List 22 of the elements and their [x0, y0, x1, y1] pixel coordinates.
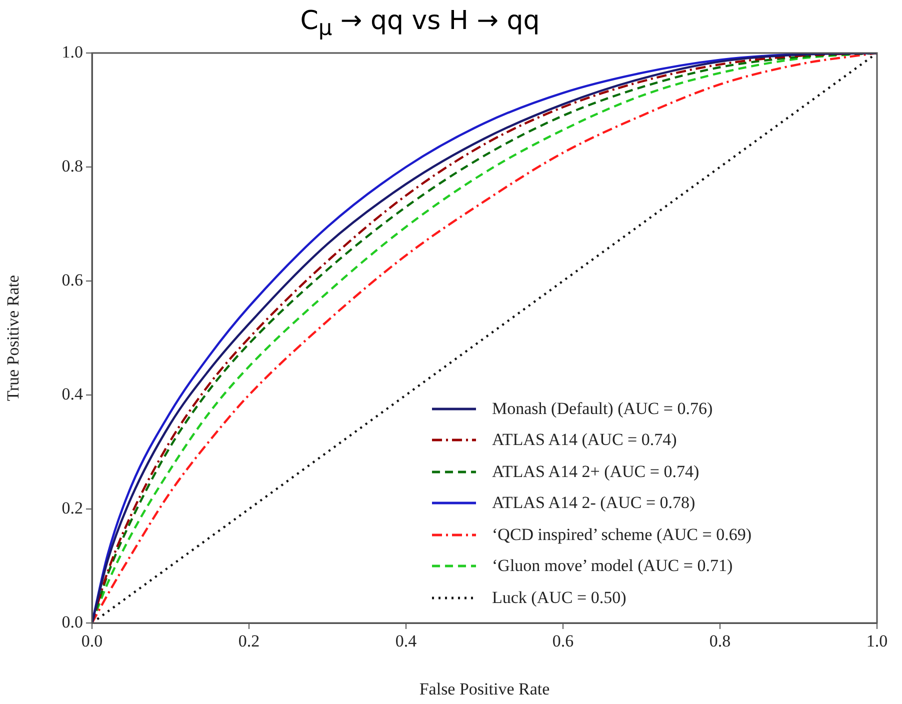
legend-label: Luck (AUC = 0.50) [492, 588, 626, 608]
x-tick-label: 1.0 [866, 632, 888, 651]
y-tick-label: 0.0 [62, 612, 83, 632]
y-axis-title: True Positive Rate [4, 275, 23, 401]
x-tick-label: 0.4 [395, 632, 418, 651]
legend-label: ATLAS A14 (AUC = 0.74) [492, 430, 677, 450]
x-tick-label: 0.0 [81, 632, 103, 651]
y-tick-label: 0.4 [62, 384, 84, 404]
legend-label: ATLAS A14 2- (AUC = 0.78) [492, 493, 696, 514]
x-tick-label: 0.8 [709, 632, 731, 651]
y-tick-label: 0.6 [62, 270, 83, 290]
legend-label: ‘Gluon move’ model (AUC = 0.71) [492, 556, 733, 576]
chart-title: C$_{μ}$ → qq vs H → qq [299, 6, 541, 42]
legend-label: Monash (Default) (AUC = 0.76) [492, 398, 713, 419]
y-tick-label: 1.0 [62, 42, 83, 62]
y-tick-label: 0.2 [62, 498, 83, 518]
legend-label: ATLAS A14 2+ (AUC = 0.74) [492, 462, 700, 482]
x-axis-title: False Positive Rate [419, 679, 550, 698]
y-tick-label: 0.8 [62, 156, 83, 176]
legend-label: ‘QCD inspired’ scheme (AUC = 0.69) [492, 524, 752, 545]
x-tick-label: 0.6 [552, 632, 574, 651]
x-tick-label: 0.2 [238, 632, 260, 651]
